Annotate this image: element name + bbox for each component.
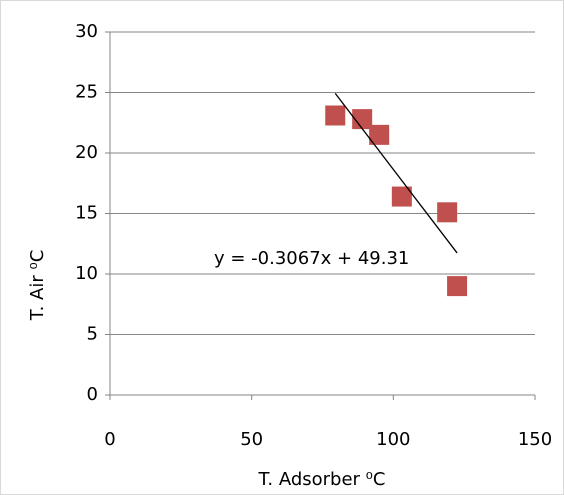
trendline — [334, 92, 458, 254]
trendline-label: y = -0.3067x + 49.31 — [214, 248, 409, 269]
marker — [325, 105, 346, 126]
y-tick-label: 0 — [87, 384, 98, 405]
x-tick-label: 0 — [104, 429, 115, 450]
x-tick-label: 50 — [240, 429, 263, 450]
y-tick-label: 25 — [75, 82, 98, 103]
y-tick-label: 10 — [75, 263, 98, 284]
y-tick-label: 5 — [87, 324, 98, 345]
marker — [369, 124, 390, 145]
marker — [352, 109, 373, 130]
marker — [391, 186, 412, 207]
y-tick-label: 15 — [75, 203, 98, 224]
y-tick-label: 20 — [75, 142, 98, 163]
x-axis-label: T. Adsorber ⁰C — [258, 469, 386, 490]
marker — [437, 202, 458, 223]
marker — [447, 276, 468, 297]
x-tick-label: 150 — [518, 429, 552, 450]
x-tick-label: 100 — [376, 429, 410, 450]
y-tick-label: 30 — [75, 21, 98, 42]
y-axis-label: T. Air ⁰C — [27, 250, 48, 322]
